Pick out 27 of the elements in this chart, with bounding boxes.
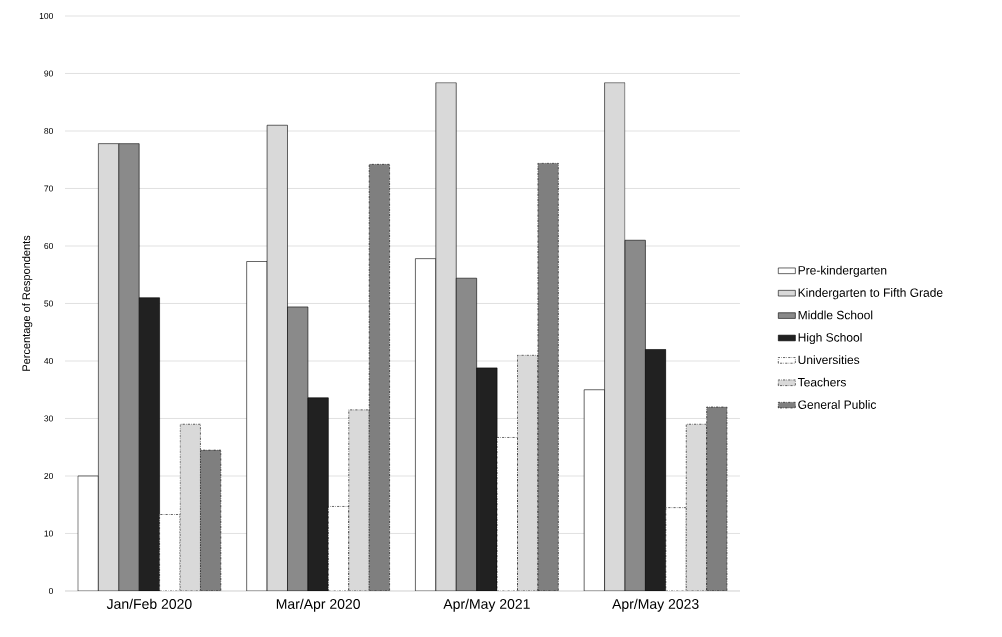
legend-label: Teachers: [797, 377, 846, 387]
legend-label: Universities: [798, 355, 860, 365]
y-tick-label: 90: [44, 70, 53, 77]
y-tick-label: 40: [44, 357, 53, 364]
x-tick-label: Apr/May 2023: [612, 598, 699, 612]
x-tick-label: Mar/Apr 2020: [276, 598, 360, 612]
y-tick-label: 20: [44, 472, 53, 479]
bar: [624, 239, 646, 591]
y-axis-title: Percentage of Respondents: [22, 235, 33, 371]
y-tick-label: 100: [39, 12, 53, 19]
legend-label: Pre-kindergarten: [798, 265, 887, 277]
y-tick-label: 0: [48, 587, 54, 594]
y-tick-label: 30: [44, 415, 53, 422]
y-tick-label: 10: [44, 530, 53, 537]
y-tick-label: 50: [44, 300, 53, 307]
x-tick-label: Apr/May 2021: [443, 598, 530, 612]
y-tick-label: 80: [44, 127, 53, 134]
x-tick-label: Jan/Feb 2020: [106, 598, 192, 609]
legend-label: Middle School: [798, 310, 873, 320]
legend-label: Kindergarten to Fifth Grade: [798, 288, 943, 300]
bar: [455, 277, 477, 591]
y-tick-label: 70: [44, 185, 53, 192]
legend-label: High School: [798, 332, 862, 345]
bar: [118, 143, 140, 591]
y-tick-label: 60: [44, 242, 53, 249]
bar: [287, 306, 309, 591]
legend-label: General Public: [798, 400, 877, 409]
